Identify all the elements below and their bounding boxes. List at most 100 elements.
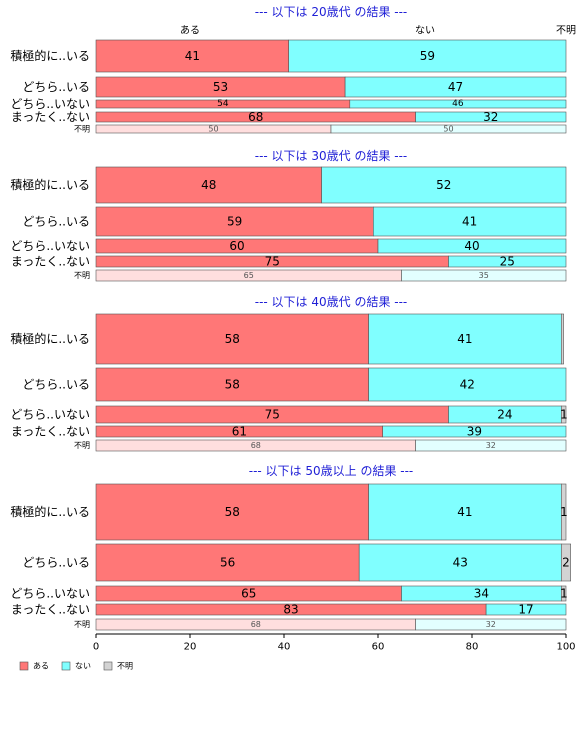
data-label: 50	[443, 125, 453, 134]
row-label: どちら..いる	[22, 80, 90, 94]
data-label: 68	[251, 620, 261, 629]
panel-title: --- 以下は 30歳代 の結果 ---	[255, 149, 408, 163]
data-label: 75	[265, 255, 280, 269]
data-label: 68	[251, 441, 261, 450]
data-label: 65	[244, 271, 254, 280]
data-label: 41	[185, 49, 200, 63]
bar-segment	[95, 206, 374, 237]
bar-segment	[368, 483, 562, 541]
data-label: 35	[479, 271, 489, 280]
data-label: 60	[229, 239, 244, 253]
row-label: どちら..いる	[22, 215, 90, 229]
bar-segment	[560, 483, 567, 541]
bar-segment	[330, 124, 567, 134]
bar-segment	[560, 585, 567, 602]
legend-label: ない	[75, 662, 91, 671]
data-label: 47	[448, 80, 463, 94]
bar-segment	[321, 166, 567, 204]
row-label: どちら..いない	[10, 587, 90, 601]
data-label: 43	[453, 556, 468, 570]
bar-segment	[358, 543, 562, 582]
data-label: 75	[265, 408, 280, 422]
data-label: 39	[467, 425, 482, 439]
data-label: 32	[486, 441, 496, 450]
bar-segment	[382, 425, 567, 438]
bar-segment	[95, 313, 369, 365]
bar-segment	[95, 166, 322, 204]
data-label: 1	[560, 505, 568, 519]
data-label: 52	[436, 178, 451, 192]
bar-segment	[415, 439, 567, 452]
row-label: 積極的に..いる	[10, 177, 90, 192]
data-label: 24	[497, 408, 512, 422]
column-label-2: 不明	[556, 25, 576, 37]
legend-swatch	[19, 661, 29, 671]
data-label: 34	[474, 587, 489, 601]
data-label: 41	[457, 505, 472, 519]
data-label: 83	[283, 603, 298, 617]
data-label: 50	[208, 125, 218, 134]
bar-segment	[560, 313, 564, 365]
row-label: 不明	[74, 271, 90, 280]
data-label: 1	[560, 408, 568, 422]
row-label: どちら..いる	[22, 378, 90, 392]
bar-segment	[368, 313, 562, 365]
row-label: どちら..いない	[10, 239, 90, 253]
data-label: 32	[486, 620, 496, 629]
x-tick-label: 0	[93, 642, 99, 653]
row-label: 不明	[74, 125, 90, 134]
row-label: 積極的に..いる	[10, 504, 90, 519]
bar-segment	[560, 405, 567, 424]
data-label: 58	[225, 332, 240, 346]
panel-title: --- 以下は 50歳以上 の結果 ---	[249, 464, 414, 478]
data-label: 59	[227, 215, 242, 229]
x-tick-label: 80	[466, 642, 479, 653]
bar-segment	[377, 238, 567, 254]
bar-segment	[344, 76, 567, 98]
row-label: まったく..ない	[11, 110, 90, 124]
bar-segment	[372, 206, 567, 237]
bar-segment	[560, 543, 571, 582]
column-label-0: ある	[180, 25, 200, 37]
row-label: まったく..ない	[11, 425, 90, 439]
data-label: 54	[217, 99, 229, 109]
x-tick-label: 40	[278, 642, 291, 653]
data-label: 59	[420, 49, 435, 63]
row-label: まったく..ない	[11, 603, 90, 617]
x-tick-label: 60	[372, 642, 385, 653]
x-tick-label: 100	[556, 642, 575, 653]
data-label: 2	[562, 556, 570, 570]
row-label: まったく..ない	[11, 255, 90, 269]
row-label: 積極的に..いる	[10, 48, 90, 63]
panel-title: --- 以下は 40歳代 の結果 ---	[255, 295, 408, 309]
bar-segment	[415, 111, 567, 123]
row-label: どちら..いない	[10, 97, 90, 111]
data-label: 61	[232, 425, 247, 439]
bar-segment	[95, 483, 369, 541]
column-label-1: ない	[415, 25, 435, 37]
legend-swatch	[61, 661, 71, 671]
row-label: どちら..いない	[10, 408, 90, 422]
legend-label: ある	[33, 662, 49, 671]
data-label: 41	[462, 215, 477, 229]
bar-segment	[415, 618, 567, 631]
bar-segment	[401, 269, 567, 282]
data-label: 58	[225, 378, 240, 392]
data-label: 17	[518, 603, 533, 617]
data-label: 25	[500, 255, 515, 269]
data-label: 41	[457, 332, 472, 346]
data-label: 1	[560, 587, 568, 601]
bar-segment	[95, 39, 289, 73]
row-label: 不明	[74, 441, 90, 450]
data-label: 68	[248, 110, 263, 124]
bar-segment	[485, 603, 567, 616]
x-tick-label: 20	[184, 642, 197, 653]
data-label: 58	[225, 505, 240, 519]
data-label: 56	[220, 556, 235, 570]
data-label: 53	[213, 80, 228, 94]
bar-segment	[349, 99, 567, 109]
panel-title: --- 以下は 20歳代 の結果 ---	[255, 5, 408, 19]
data-label: 65	[241, 587, 256, 601]
row-label: どちら..いる	[22, 556, 90, 570]
